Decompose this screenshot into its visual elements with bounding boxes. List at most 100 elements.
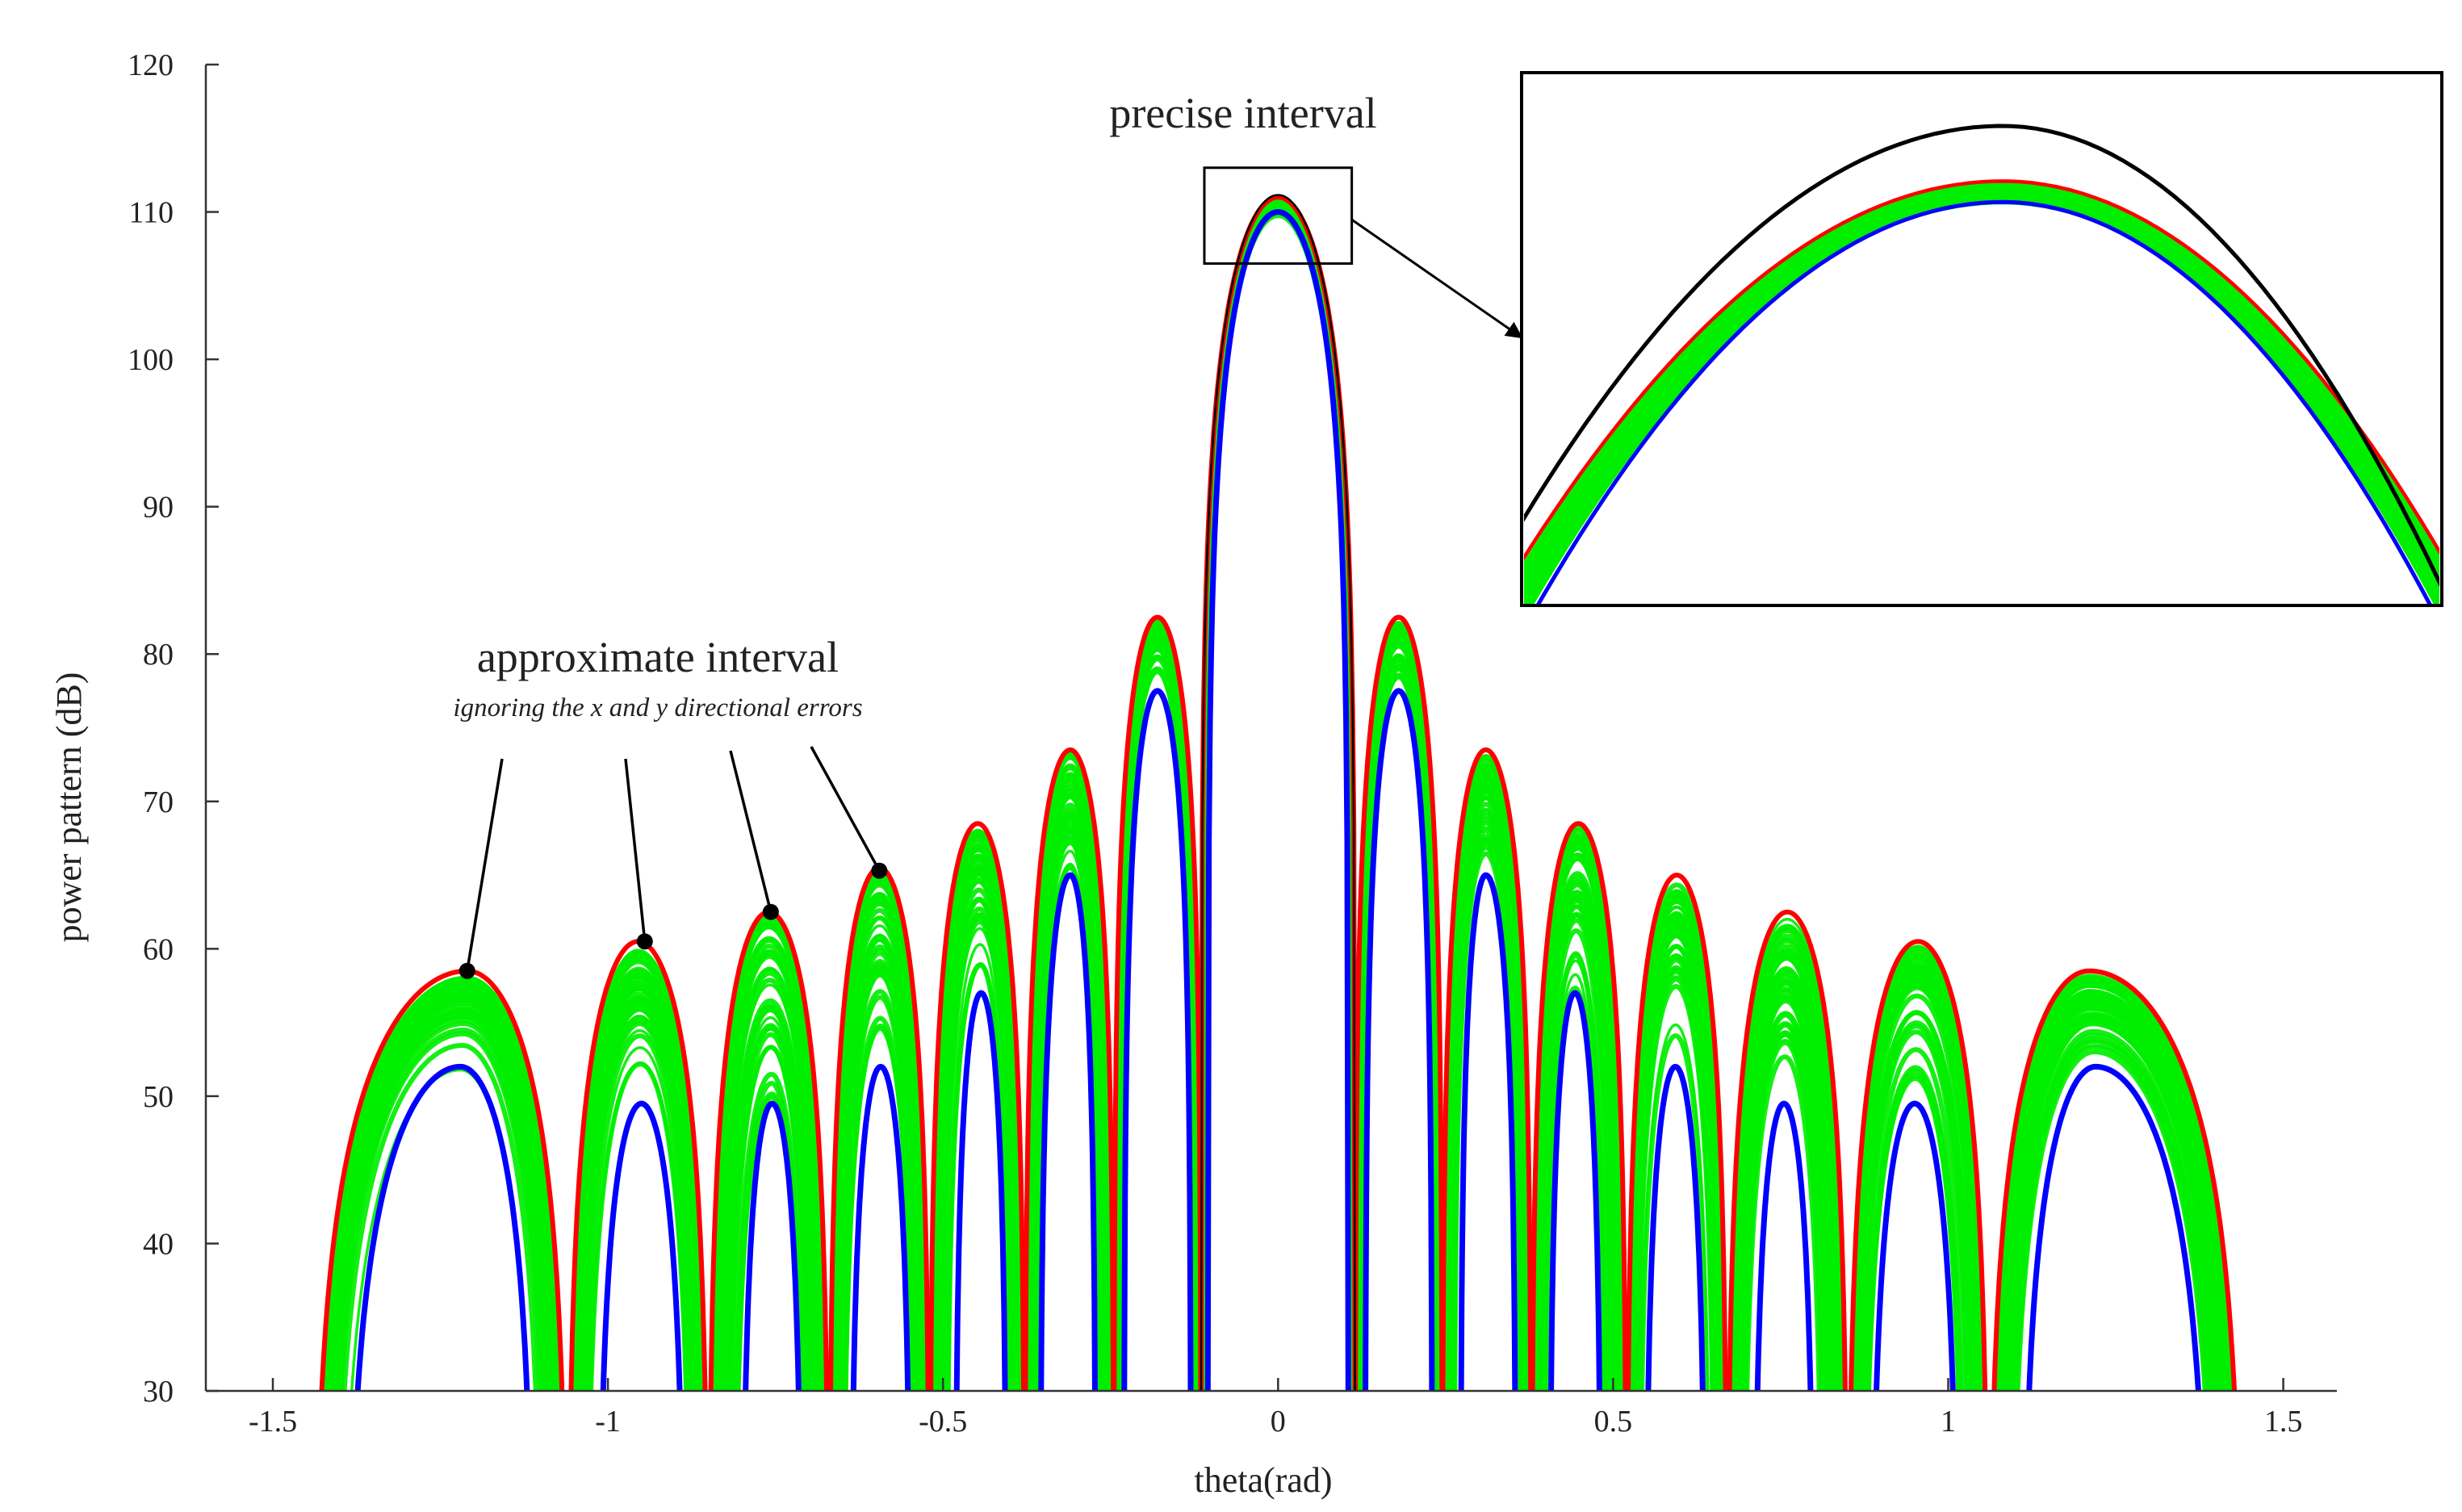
x-tick-label: 1 [1941, 1405, 1956, 1439]
zoom-region-box [1203, 166, 1354, 265]
lower-bound-lobe-0 [354, 1063, 530, 1391]
sample-lobe-10 [1530, 826, 1627, 1391]
sample-curve [2002, 1004, 2224, 1391]
y-tick-label: 40 [143, 1227, 174, 1261]
sample-curve [936, 879, 1020, 1391]
y-tick-label: 110 [128, 196, 174, 230]
pointer-line [729, 750, 773, 913]
y-tick-label: 120 [128, 48, 174, 82]
lower-bound-lobe-7 [1204, 209, 1351, 1391]
sample-lobe-11 [1627, 882, 1727, 1391]
y-tick-label: 50 [143, 1080, 174, 1114]
sample-curve [1201, 207, 1354, 1391]
sample-curve [1865, 1075, 1962, 1391]
sample-curve [1204, 213, 1351, 1391]
sample-curve [1544, 973, 1605, 1391]
sample-curve [717, 966, 821, 1391]
y-tick-label: 60 [143, 932, 174, 966]
sample-curve [327, 995, 555, 1391]
sample-curve [1116, 666, 1197, 1391]
y-tick-label: 100 [128, 343, 174, 377]
upper-bound-lobe-9 [1440, 747, 1534, 1391]
pointer-dot [762, 903, 779, 920]
upper-bound-lobe-14 [1991, 968, 2238, 1391]
sample-curve [2012, 1039, 2212, 1391]
sample-curve [579, 999, 698, 1391]
upper-bound-lobe-12 [1727, 909, 1848, 1391]
sample-curve [1534, 852, 1622, 1391]
sample-curve [588, 1062, 689, 1391]
sample-curve [1737, 995, 1832, 1391]
sample-curve [1743, 1032, 1825, 1391]
lower-bound-lobe-4 [953, 990, 1008, 1391]
upper-bound-lobe-8 [1353, 614, 1445, 1391]
x-tick-label: 0.5 [1594, 1405, 1633, 1439]
sample-curve [1543, 959, 1606, 1391]
sample-curve [721, 983, 818, 1391]
y-tick-label: 30 [143, 1375, 174, 1409]
x-tick-label: -1.5 [249, 1405, 297, 1439]
sample-curve [726, 1032, 811, 1391]
x-tick-label: -1 [595, 1405, 621, 1439]
sample-lobe-5 [1024, 752, 1115, 1391]
sample-curve [1733, 955, 1839, 1391]
y-axis-title: power pattern (dB) [49, 672, 89, 943]
approximate-interval-pointers [458, 746, 888, 979]
inset-upper-bound [1524, 179, 2439, 561]
sample-curve [1445, 785, 1529, 1391]
x-axis-title: theta(rad) [1195, 1460, 1333, 1500]
sample-lobe-1 [571, 949, 706, 1391]
sample-lobe-13 [1849, 944, 1986, 1391]
sample-curve [1032, 838, 1103, 1391]
lower-bound-lobe-2 [743, 1100, 802, 1391]
sample-curve [2015, 1049, 2208, 1391]
upper-bound-lobe-5 [1023, 747, 1116, 1391]
sample-curve [1202, 207, 1354, 1391]
sample-curve [1740, 1012, 1829, 1391]
interval-bounds [319, 194, 2238, 1391]
zoom-arrow [1350, 218, 1523, 339]
sample-curve [939, 906, 1017, 1391]
sample-curve [2014, 1044, 2209, 1391]
sample-curve [1204, 212, 1351, 1391]
upper-bound-lobe-13 [1849, 939, 1988, 1391]
upper-bound-lobe-0 [319, 968, 565, 1391]
lower-bound-lobe-10 [1548, 990, 1602, 1391]
sample-curve [1201, 207, 1354, 1391]
sample-curve [732, 1071, 806, 1391]
x-tick-label: 1.5 [2264, 1405, 2303, 1439]
sample-curve [838, 972, 920, 1391]
sample-curve [1859, 1024, 1971, 1391]
pointer-line [466, 758, 504, 972]
sample-curve [587, 1046, 690, 1391]
sample-curve [1537, 898, 1616, 1391]
sample-curve [1857, 1010, 1974, 1391]
plot-area [319, 194, 2238, 1391]
precise-interval-label: precise interval [1109, 89, 1376, 137]
sample-curve [1451, 836, 1522, 1391]
lower-bound-lobe-9 [1458, 872, 1518, 1391]
sample-curve [1201, 207, 1355, 1391]
sample-curve [575, 978, 701, 1391]
sample-curve [933, 860, 1022, 1391]
sample-curve [1856, 993, 1977, 1391]
sample-curve [1639, 1033, 1710, 1391]
sample-lobe-2 [710, 914, 828, 1391]
sample-curve [572, 957, 705, 1391]
lower-bound-lobe-12 [1754, 1100, 1814, 1391]
sample-curve [1535, 871, 1620, 1391]
lower-bound-lobe-11 [1645, 1063, 1706, 1391]
sample-curve [1202, 208, 1354, 1391]
sample-curve [714, 949, 823, 1391]
lower-bound-lobe-6 [1121, 688, 1194, 1391]
sample-curve [337, 1027, 544, 1391]
sample-curve [341, 1043, 538, 1391]
y-axis-ticks: 30 40 50 60 70 80 90 100 110 120 [128, 48, 219, 1409]
sample-lobe-14 [1993, 974, 2235, 1391]
lower-bound-lobe-8 [1363, 688, 1435, 1391]
x-tick-label: 0 [1271, 1405, 1286, 1439]
precise-bound-main-lobe [1200, 194, 1356, 1391]
sample-lobe-0 [321, 975, 562, 1391]
sample-curve [584, 1033, 693, 1391]
